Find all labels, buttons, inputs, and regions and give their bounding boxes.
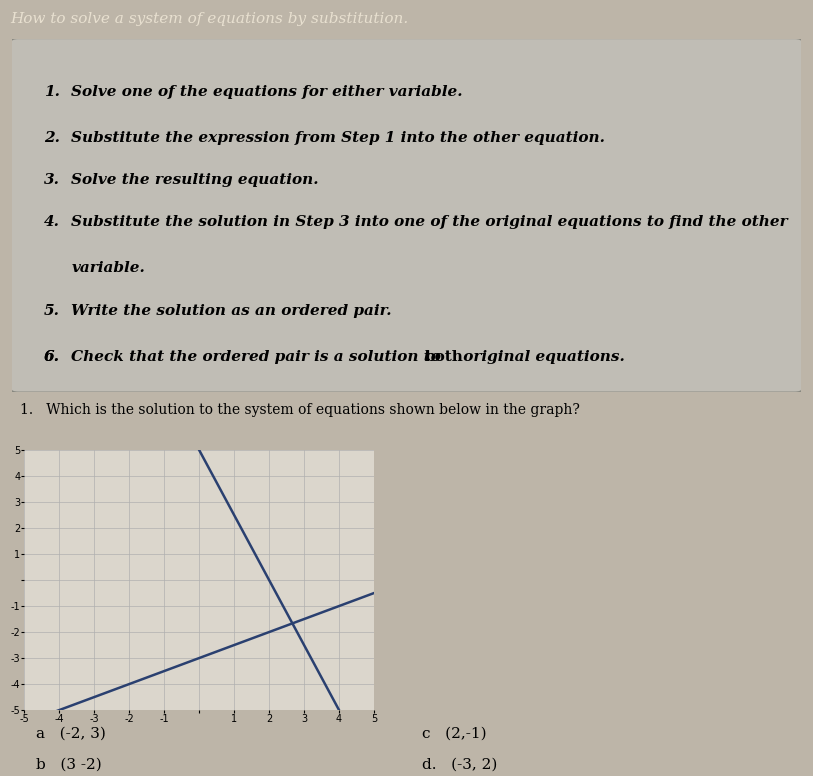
Text: Solve the resulting equation.: Solve the resulting equation. [72,173,319,187]
Text: c   (2,-1): c (2,-1) [422,726,487,740]
Text: 3.: 3. [44,173,59,187]
Text: How to solve a system of equations by substitution.: How to solve a system of equations by su… [10,12,408,26]
Text: 1.: 1. [44,85,59,99]
Text: 6.: 6. [44,349,59,363]
Text: Substitute the expression from Step 1 into the other equation.: Substitute the expression from Step 1 in… [72,130,605,144]
Text: 6.: 6. [44,349,59,363]
Text: Substitute the solution in Step 3 into one of the original equations to find the: Substitute the solution in Step 3 into o… [72,216,788,230]
Text: variable.: variable. [72,262,145,275]
Text: 5.: 5. [44,303,59,317]
Text: 2.: 2. [44,130,59,144]
Text: Check that the ordered pair is a solution to: Check that the ordered pair is a solutio… [72,349,446,363]
FancyBboxPatch shape [11,38,802,393]
Text: original equations.: original equations. [458,349,624,363]
Text: both: both [424,349,463,363]
Text: a   (-2, 3): a (-2, 3) [36,726,106,740]
Text: Write the solution as an ordered pair.: Write the solution as an ordered pair. [72,303,392,317]
Text: 1.   Which is the solution to the system of equations shown below in the graph?: 1. Which is the solution to the system o… [20,404,580,417]
Text: 4.: 4. [44,216,59,230]
Text: b   (3 -2): b (3 -2) [36,758,102,772]
Text: Solve one of the equations for either variable.: Solve one of the equations for either va… [72,85,463,99]
Text: d.   (-3, 2): d. (-3, 2) [422,758,498,772]
